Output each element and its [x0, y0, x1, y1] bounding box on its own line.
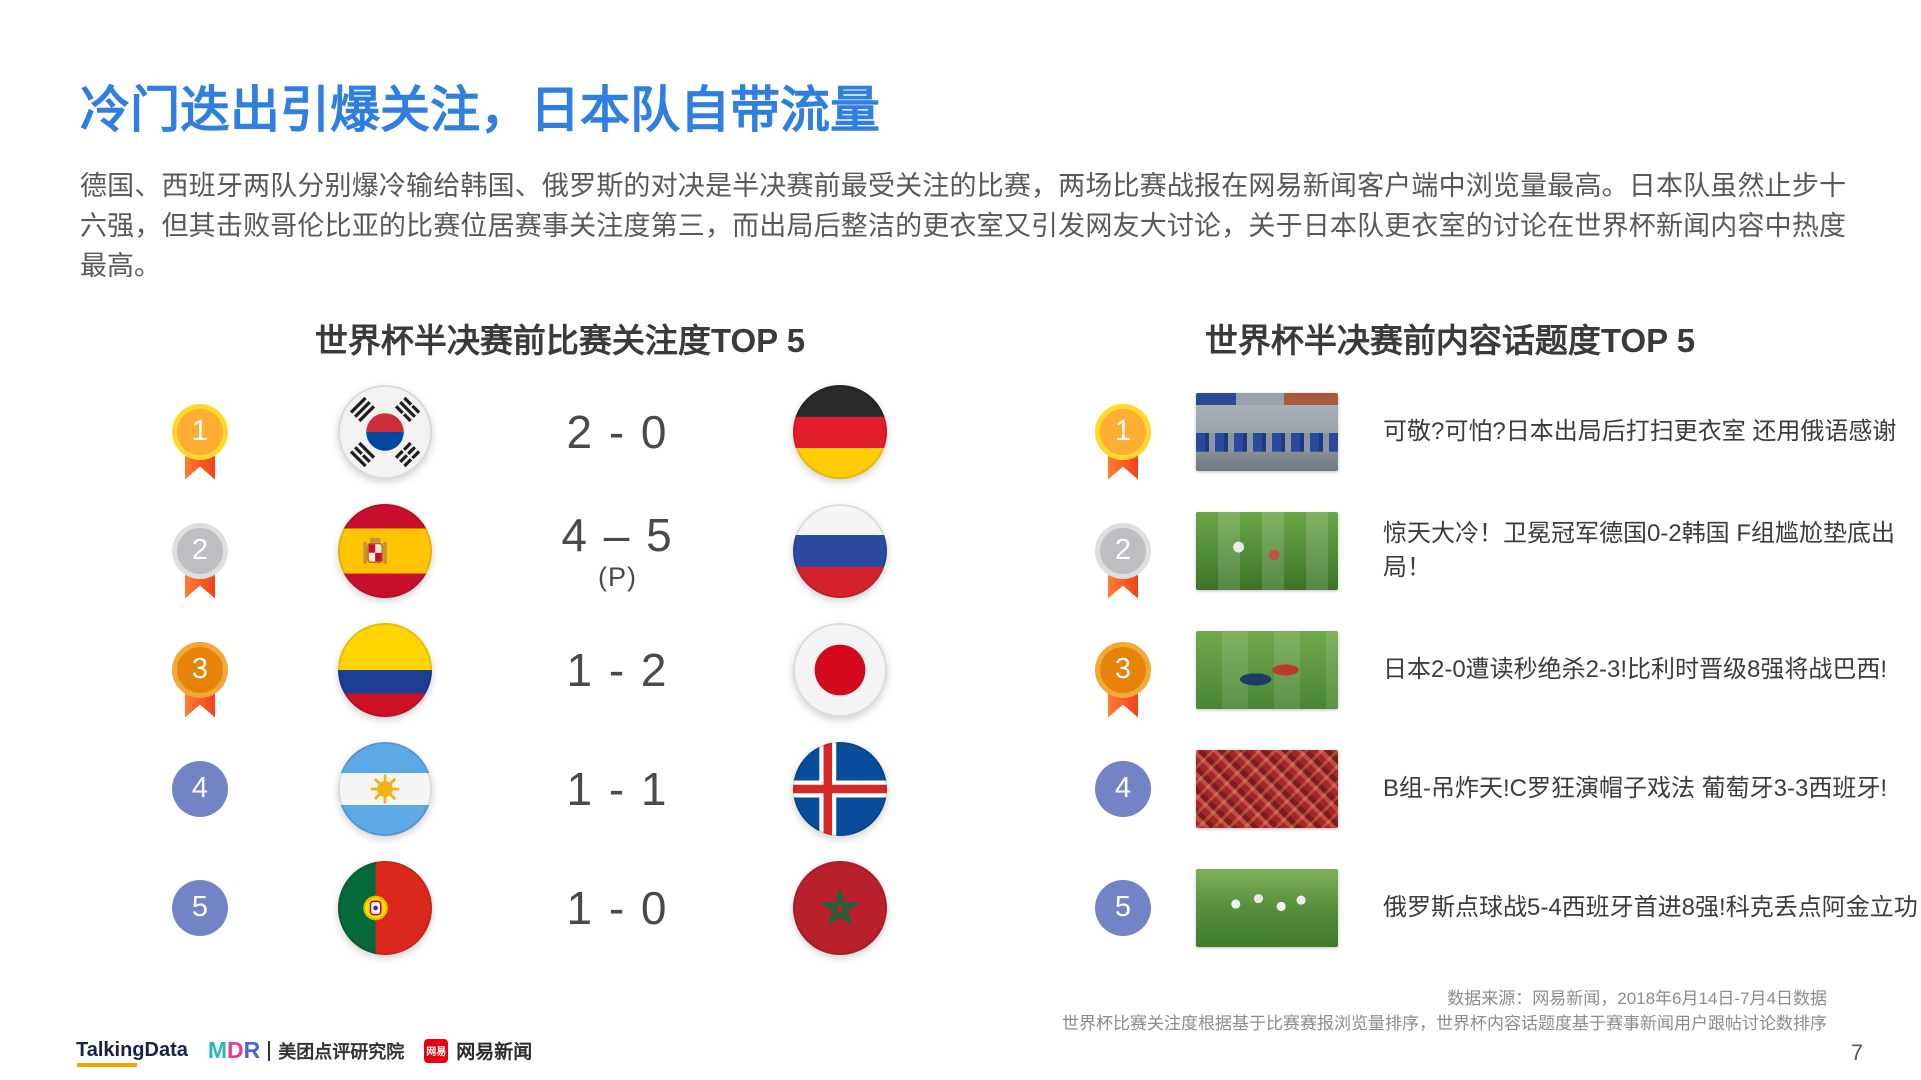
- match-score-note: (P): [598, 562, 637, 592]
- rank-number: 1: [1095, 403, 1151, 460]
- rank-3-medal: 3: [172, 641, 228, 718]
- netease-icon: 网易: [424, 1038, 449, 1063]
- topic-title: 可敬?可怕?日本出局后打扫更衣室 还用俄语感谢: [1383, 417, 1897, 445]
- team2-flag-cell: [793, 622, 887, 717]
- rank-number: 4: [172, 760, 228, 817]
- team1-flag-cell: [338, 741, 432, 836]
- team1-flag-cell: [338, 860, 432, 955]
- meituan-dianping-research-logo: M D R 美团点评研究院: [208, 1037, 404, 1064]
- japan-belgium-match-photo: [1196, 630, 1338, 709]
- match-score: 1 - 2: [566, 643, 669, 696]
- footer-logos: TalkingData M D R 美团点评研究院 网易 网易新闻: [76, 1037, 532, 1067]
- topic-thumb-cell: [1196, 511, 1338, 590]
- netease-news-logo: 网易 网易新闻: [424, 1037, 532, 1064]
- match-score-cell: 4 – 5 (P): [561, 508, 673, 593]
- rank-number: 2: [172, 522, 228, 579]
- data-source-line2: 世界杯比赛关注度根据基于比赛赛报浏览量排序，世界杯内容话题度基于赛事新闻用户跟帖…: [1062, 1014, 1827, 1033]
- topic-thumb-cell: [1196, 630, 1338, 709]
- match-score: 1 - 1: [566, 762, 669, 815]
- portugal-fans-photo: [1196, 749, 1338, 828]
- topic-thumb-cell: [1196, 392, 1338, 471]
- mdr-letter-d: D: [227, 1037, 244, 1063]
- flag-russia-icon: [793, 503, 887, 598]
- topic-rank-4-medal: 4: [1095, 760, 1151, 817]
- rank-number: 5: [1095, 879, 1151, 936]
- russia-celebration-photo: [1196, 868, 1338, 947]
- right-panel-heading: 世界杯半决赛前内容话题度TOP 5: [1204, 322, 1696, 359]
- netease-label: 网易新闻: [456, 1042, 533, 1063]
- flag-spain-icon: [338, 503, 432, 598]
- intro-paragraph: 德国、西班牙两队分别爆冷输给韩国、俄罗斯的对决是半决赛前最受关注的比赛，两场比赛…: [80, 171, 1846, 281]
- match-score-cell: 1 - 0: [566, 881, 668, 935]
- topic-title: 俄罗斯点球战5-4西班牙首进8强!科克丢点阿金立功: [1383, 893, 1918, 921]
- match-attention-list: 1: [140, 372, 955, 967]
- topic-rank-3-medal: 3: [1095, 641, 1151, 718]
- team1-flag-cell: [338, 503, 432, 598]
- flag-japan-icon: [793, 622, 887, 717]
- rank-5-medal: 5: [172, 879, 228, 936]
- match-score-cell: 1 - 1: [566, 762, 668, 816]
- germany-korea-match-photo: [1196, 511, 1338, 590]
- match-score-cell: 1 - 2: [566, 643, 668, 697]
- topic-thumb-cell: [1196, 868, 1338, 947]
- rank-4-medal: 4: [172, 760, 228, 817]
- topic-rank-2-medal: 2: [1095, 522, 1151, 599]
- rank-number: 4: [1095, 760, 1151, 817]
- rank-2-medal: 2: [172, 522, 228, 599]
- data-source-line1: 数据来源：网易新闻，2018年6月14日-7月4日数据: [1447, 989, 1827, 1008]
- topic-rank-5-medal: 5: [1095, 879, 1151, 936]
- rank-number: 3: [172, 641, 228, 698]
- flag-iceland-icon: [793, 741, 887, 836]
- locker-room-photo: [1196, 392, 1338, 471]
- left-panel-heading: 世界杯半决赛前比赛关注度TOP 5: [314, 322, 806, 359]
- team2-flag-cell: [793, 860, 887, 955]
- team2-flag-cell: [793, 741, 887, 836]
- flag-germany-icon: [793, 384, 887, 479]
- rank-1-medal: 1: [172, 403, 228, 480]
- flag-colombia-icon: [338, 622, 432, 717]
- logo-divider: [268, 1040, 271, 1061]
- match-score: 1 - 0: [566, 881, 669, 934]
- topic-rank-1-medal: 1: [1095, 403, 1151, 480]
- topic-title: 日本2-0遭读秒绝杀2-3!比利时晋级8强将战巴西!: [1383, 655, 1888, 683]
- mdr-letter-m: M: [207, 1037, 228, 1063]
- topic-title: B组-吊炸天!C罗狂演帽子戏法 葡萄牙3-3西班牙!: [1383, 774, 1888, 802]
- rank-number: 3: [1095, 641, 1151, 698]
- team2-flag-cell: [793, 503, 887, 598]
- team1-flag-cell: [338, 622, 432, 717]
- flag-argentina-icon: [338, 741, 432, 836]
- rank-number: 2: [1095, 522, 1151, 579]
- match-score: 2 - 0: [566, 405, 669, 458]
- topic-title: 惊天大冷！卫冕冠军德国0-2韩国 F组尴尬垫底出局！: [1383, 519, 1896, 581]
- flag-portugal-icon: [338, 860, 432, 955]
- content-topic-list: 1 可敬?可怕?日本出局后打扫更衣室 还用俄语感谢 2 惊天大冷！卫冕冠军德国0…: [1095, 372, 1921, 967]
- team2-flag-cell: [793, 384, 887, 479]
- page-number: 7: [1850, 1040, 1863, 1065]
- data-source-note: 数据来源：网易新闻，2018年6月14日-7月4日数据 世界杯比赛关注度根据基于…: [1062, 986, 1827, 1036]
- team1-flag-cell: [338, 384, 432, 479]
- rank-number: 1: [172, 403, 228, 460]
- topic-thumb-cell: [1196, 749, 1338, 828]
- rank-number: 5: [172, 879, 228, 936]
- match-score: 4 – 5: [561, 509, 674, 561]
- flag-morocco-icon: [793, 860, 887, 955]
- flag-south-korea-icon: [338, 384, 432, 479]
- mdr-suffix-label: 美团点评研究院: [278, 1041, 405, 1062]
- match-score-cell: 2 - 0: [566, 405, 668, 459]
- mdr-letter-r: R: [243, 1037, 261, 1063]
- page-title: 冷门迭出引爆关注，日本队自带流量: [80, 82, 880, 138]
- talkingdata-logo: TalkingData: [76, 1039, 188, 1067]
